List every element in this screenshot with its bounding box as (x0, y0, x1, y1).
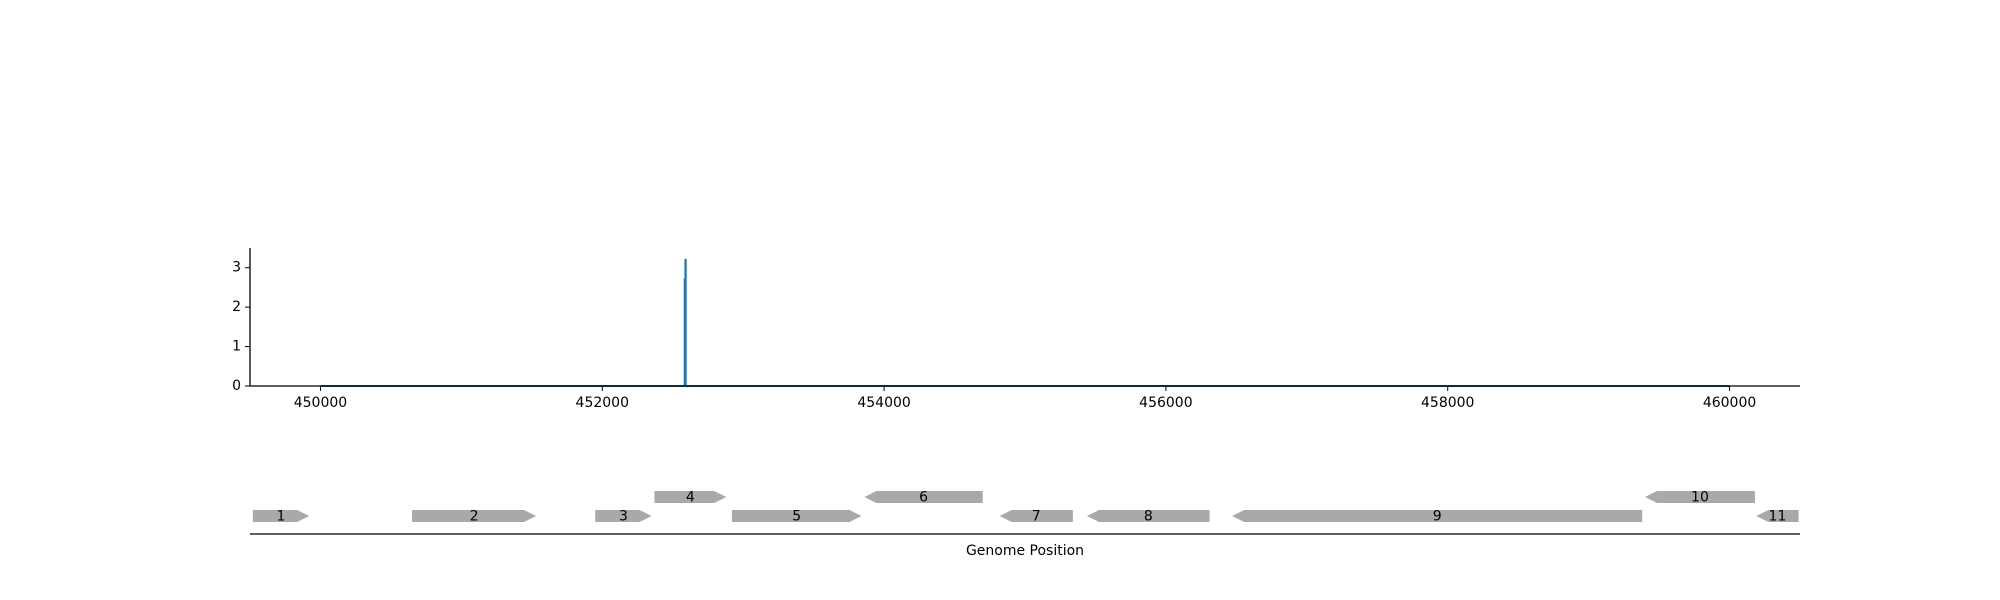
gene-arrow-8 (1087, 510, 1210, 522)
x-tick-label: 458000 (1421, 395, 1474, 411)
gene-label-4: 4 (686, 490, 695, 506)
x-tick-label: 452000 (576, 395, 629, 411)
gene-label-6: 6 (919, 490, 928, 506)
gene-label-5: 5 (792, 509, 801, 525)
coverage-series-group (320, 258, 1730, 387)
gene-arrow-5 (731, 510, 862, 522)
gene-features: 1 2 3 4 5 6 7 8 9 10 11 (252, 490, 1799, 525)
gene-label-8: 8 (1144, 509, 1153, 525)
gene-arrow-1 (252, 510, 310, 522)
gene-map-plot: 1 2 3 4 5 6 7 8 9 10 11 Genome Position (250, 490, 1800, 559)
gene-label-1: 1 (277, 509, 286, 525)
y-tick-label: 3 (232, 260, 241, 276)
gene-label-2: 2 (470, 509, 479, 525)
y-tick-label: 0 (232, 378, 241, 394)
x-tick-label: 456000 (1139, 395, 1192, 411)
x-tick-label: 454000 (857, 395, 910, 411)
x-tick-label: 460000 (1703, 395, 1756, 411)
gene-arrow-3 (595, 510, 652, 522)
coverage-axes: 0 1 2 3 450000 452000 454000 456000 458000 460000 (232, 248, 1800, 411)
gene-arrow-2 (412, 510, 537, 522)
gene-label-10: 10 (1691, 490, 1709, 506)
gene-label-3: 3 (619, 509, 628, 525)
gene-arrow-6 (864, 491, 983, 503)
gene-arrow-11 (1756, 510, 1799, 522)
x-tick-label: 450000 (294, 395, 347, 411)
gene-arrow-7 (999, 510, 1073, 522)
y-tick-label: 2 (232, 299, 241, 315)
gene-arrow-10 (1645, 491, 1755, 503)
y-tick-label: 1 (232, 339, 241, 355)
gene-label-11: 11 (1769, 509, 1787, 525)
coverage-line (320, 258, 1730, 387)
gene-label-7: 7 (1032, 509, 1041, 525)
gene-arrow-9 (1232, 510, 1643, 522)
gene-map-x-axis-label: Genome Position (966, 543, 1084, 559)
gene-arrow-4 (654, 491, 727, 503)
coverage-plot: 0 1 2 3 450000 452000 454000 456000 458000 460000 (232, 248, 1800, 411)
gene-label-9: 9 (1433, 509, 1442, 525)
